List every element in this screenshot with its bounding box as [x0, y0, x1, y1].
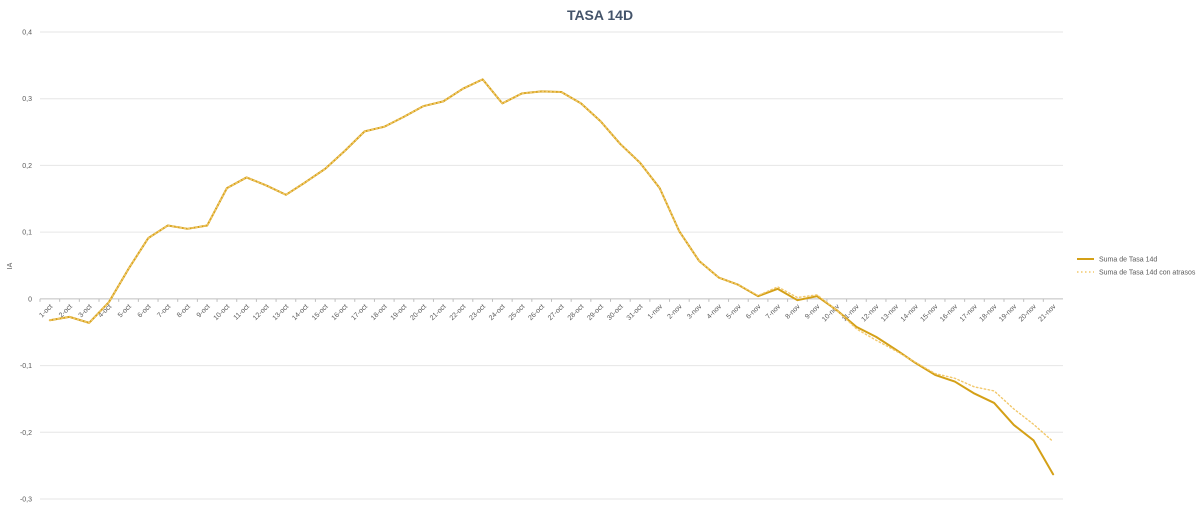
gridlines: [40, 31, 1063, 500]
x-tick-label: 12-nov: [860, 303, 880, 323]
x-tick-label: 6-nov: [745, 303, 763, 321]
series-line-1: [48, 78, 1055, 476]
x-tick-label: 10-oct: [213, 303, 232, 322]
x-tick-label: 15-nov: [919, 303, 939, 323]
y-tick-label: 0,1: [22, 230, 32, 237]
x-tick-label: 14-oct: [291, 303, 310, 322]
x-tick-label: 5-oct: [117, 303, 133, 319]
y-axis-ticks: -0,3 -0,2 -0,1 0 0,1 0,2 0,3 0,4: [20, 30, 32, 504]
legend: Suma de Tasa 14d Suma de Tasa 14d con atr…: [1077, 257, 1196, 277]
series-line-2: [49, 78, 1054, 443]
x-tick-label: 17-oct: [350, 303, 369, 322]
x-tick-label: 4-nov: [706, 303, 724, 321]
x-tick-label: 18-nov: [978, 303, 998, 323]
x-tick-label: 16-oct: [331, 303, 350, 322]
x-tick-label: 28-oct: [567, 303, 586, 322]
x-tick-label: 23-oct: [468, 303, 487, 322]
x-tick-label: 20-nov: [1018, 303, 1038, 323]
y-tick-label: -0,2: [20, 430, 32, 437]
x-tick-label: 1-oct: [38, 303, 54, 319]
legend-label-2: Suma de Tasa 14d con atrasos: [1099, 270, 1196, 277]
x-tick-label: 15-oct: [311, 303, 330, 322]
x-tick-label: 7-oct: [156, 303, 172, 319]
chart-title: TASA 14D: [567, 7, 633, 23]
x-tick-label: 12-oct: [252, 303, 271, 322]
x-tick-label: 26-oct: [527, 303, 546, 322]
x-tick-label: 11-nov: [841, 303, 861, 323]
legend-label-1: Suma de Tasa 14d: [1099, 257, 1157, 264]
x-tick-label: 6-oct: [137, 303, 153, 319]
y-tick-label: 0,3: [22, 96, 32, 103]
y-tick-label: 0: [28, 296, 32, 303]
x-tick-label: 5-nov: [725, 303, 743, 321]
y-tick-label: -0,1: [20, 363, 32, 370]
x-tick-label: 31-oct: [626, 303, 645, 322]
x-tick-label: 11-oct: [233, 303, 251, 321]
x-tick-label: 13-nov: [880, 303, 900, 323]
x-tick-label: 14-nov: [900, 303, 920, 323]
x-tick-label: 27-oct: [547, 303, 566, 322]
x-tick-label: 9-nov: [804, 303, 822, 321]
x-tick-label: 25-oct: [508, 303, 527, 322]
x-tick-label: 9-oct: [196, 303, 212, 319]
x-tick-label: 1-nov: [647, 303, 665, 321]
x-tick-label: 16-nov: [939, 303, 959, 323]
y-tick-label: 0,2: [22, 163, 32, 170]
y-tick-label: -0,3: [20, 497, 32, 504]
x-tick-label: 22-oct: [449, 303, 468, 322]
x-tick-label: 8-nov: [784, 303, 802, 321]
x-tick-label: 30-oct: [606, 303, 625, 322]
x-tick-label: 3-nov: [686, 303, 704, 321]
x-axis-ticks: 1-oct 2-oct 3-oct 4-oct 5-oct 6-oct 7-oct 8-oct…: [38, 298, 1058, 323]
x-tick-label: 19-nov: [998, 303, 1018, 323]
x-tick-label: 20-oct: [409, 303, 428, 322]
x-tick-label: 8-oct: [176, 303, 192, 319]
x-tick-label: 29-oct: [586, 303, 605, 322]
x-tick-label: 7-nov: [765, 303, 783, 321]
x-tick-label: 18-oct: [370, 303, 389, 322]
x-tick-label: 17-nov: [959, 303, 979, 323]
y-tick-label: 0,4: [22, 30, 32, 37]
x-tick-label: 24-oct: [488, 303, 507, 322]
x-tick-label: 19-oct: [390, 303, 409, 322]
x-tick-label: 2-nov: [666, 303, 684, 321]
x-tick-label: 21-nov: [1037, 303, 1057, 323]
x-tick-label: 21-oct: [429, 303, 448, 322]
x-tick-label: 3-oct: [78, 303, 94, 319]
y-axis-label: IA: [7, 262, 14, 269]
x-tick-label: 13-oct: [272, 303, 291, 322]
series-lines: [48, 78, 1055, 476]
